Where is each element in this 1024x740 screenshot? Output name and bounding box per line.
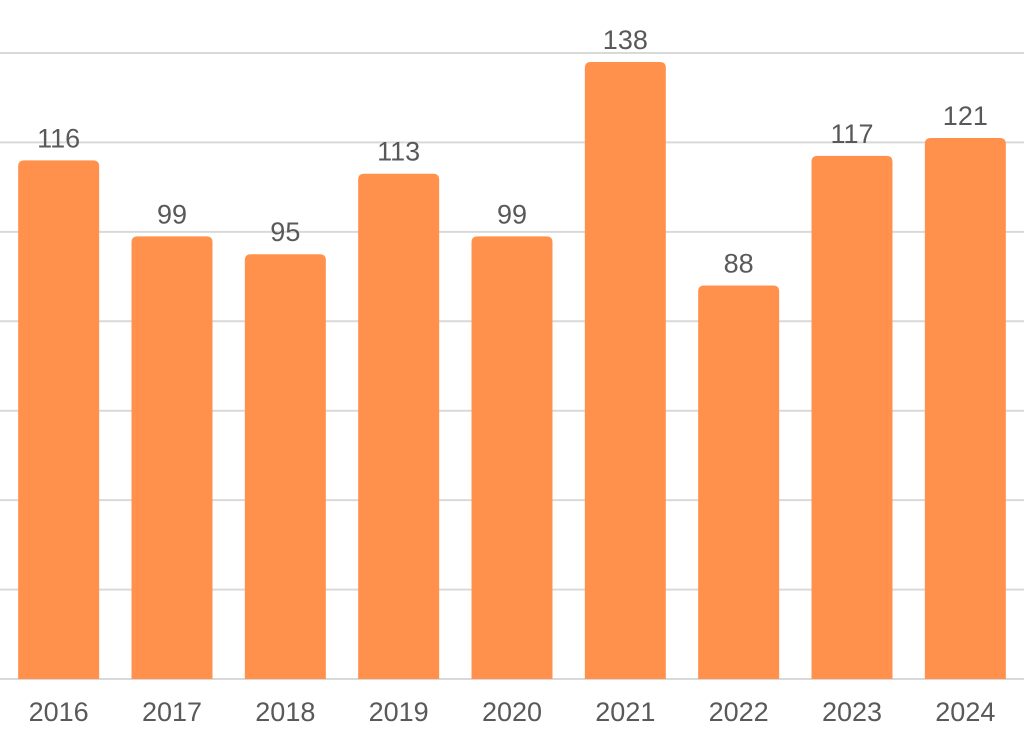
- x-axis-tick-labels: 2016 2017 2018 2019 2020 2021 2022 2023 2024: [29, 697, 996, 727]
- bar-2022: [698, 285, 780, 679]
- value-label-2022: 88: [724, 249, 754, 279]
- value-label-2020: 99: [497, 199, 527, 229]
- value-label-2016: 116: [37, 123, 80, 153]
- x-tick-label-2020: 2020: [482, 697, 542, 727]
- bar-2021: [584, 61, 666, 679]
- x-tick-label-2022: 2022: [709, 697, 769, 727]
- value-label-2017: 99: [157, 199, 187, 229]
- bar-2020: [471, 236, 553, 680]
- value-label-2019: 113: [377, 137, 420, 167]
- bar-2016: [18, 160, 100, 680]
- bar-2023: [811, 155, 893, 680]
- bar-2018: [244, 254, 326, 679]
- x-tick-label-2017: 2017: [142, 697, 202, 727]
- x-tick-label-2019: 2019: [369, 697, 429, 727]
- x-tick-label-2024: 2024: [935, 697, 995, 727]
- value-label-2018: 95: [270, 217, 300, 247]
- x-tick-label-2021: 2021: [595, 697, 655, 727]
- value-label-2024: 121: [943, 101, 988, 131]
- bar-2017: [131, 236, 213, 680]
- bar-2019: [358, 173, 440, 679]
- value-labels: 116 99 95 113 99 138 88 117 121: [37, 25, 988, 279]
- value-label-2021: 138: [603, 25, 648, 55]
- x-tick-label-2016: 2016: [29, 697, 89, 727]
- x-tick-label-2018: 2018: [255, 697, 315, 727]
- x-tick-label-2023: 2023: [822, 697, 882, 727]
- bars: [18, 61, 1006, 680]
- bar-2024: [924, 137, 1006, 679]
- value-label-2023: 117: [830, 119, 873, 149]
